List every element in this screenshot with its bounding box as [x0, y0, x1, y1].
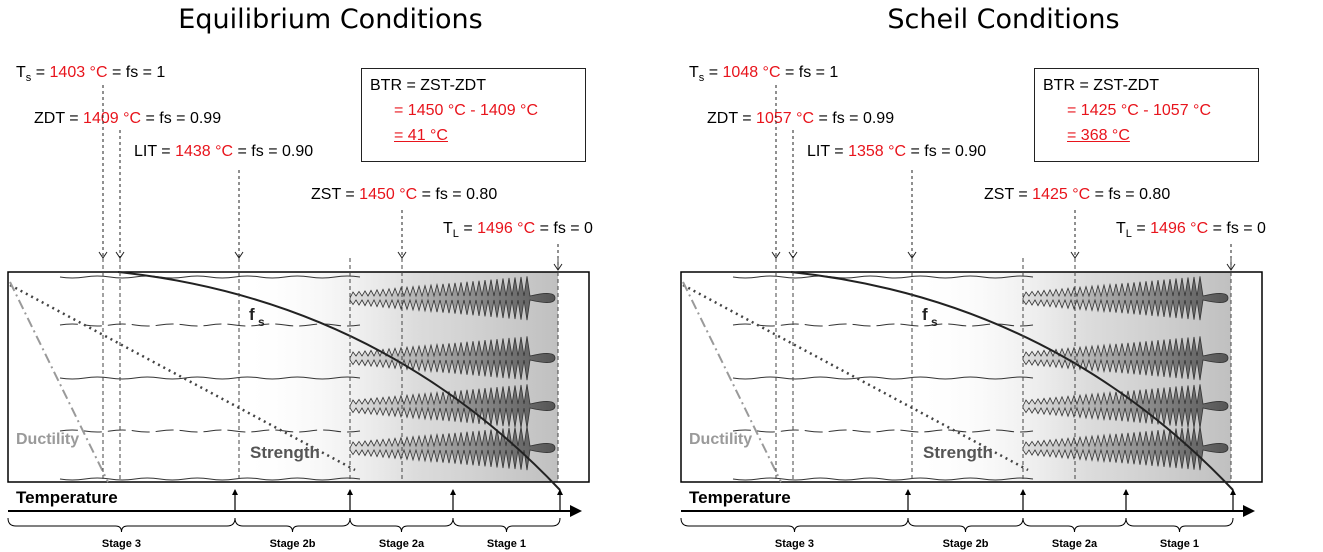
stage-tick-arrowhead — [1123, 489, 1129, 495]
dendrite — [1022, 276, 1229, 321]
stage-brace — [907, 517, 1024, 533]
btr-difference: = 1425 °C - 1057 °C — [1067, 102, 1211, 119]
ductility-label: Ductility — [16, 431, 79, 448]
temperature-axis-arrowhead — [570, 505, 582, 517]
btr-box: BTR = ZST-ZDT = 1450 °C - 1409 °C = 41 °… — [361, 68, 586, 162]
dendrite — [1022, 384, 1229, 429]
grain-boundary-line — [732, 323, 1034, 327]
panel-title: Equilibrium Conditions — [178, 4, 483, 35]
strength-label: Strength — [250, 443, 320, 462]
stage-brace — [234, 517, 351, 533]
stage-brace — [452, 517, 561, 533]
zdt-label: ZDT = 1409 °C = fs = 0.99 — [34, 110, 222, 127]
stage-tick-arrowhead — [905, 489, 911, 495]
stage-brace — [7, 517, 236, 533]
btr-formula: BTR = ZST-ZDT — [370, 77, 486, 94]
temperature-axis-arrowhead — [1243, 505, 1255, 517]
fs-curve — [790, 271, 1234, 491]
btr-formula: BTR = ZST-ZDT — [1043, 77, 1159, 94]
fs-curve-label: f — [249, 305, 255, 324]
grain-boundary-line — [732, 275, 1034, 279]
stage-label: Stage 2b — [943, 538, 989, 550]
stage-tick-arrowhead — [347, 489, 353, 495]
stage-label: Stage 3 — [102, 538, 141, 550]
temperature-label: Temperature — [689, 488, 791, 507]
stage-label: Stage 1 — [487, 538, 526, 550]
ductility-label: Ductility — [689, 431, 752, 448]
stage-label: Stage 3 — [775, 538, 814, 550]
grain-boundary-line — [59, 275, 361, 279]
btr-difference: = 1450 °C - 1409 °C — [394, 102, 538, 119]
dendrite — [1022, 336, 1229, 381]
specimen-box — [7, 271, 590, 483]
fs-curve-label: f — [922, 305, 928, 324]
grain-boundary-line — [59, 477, 361, 481]
bti-diagram: Stage 3 Stage 2b Stage 2a Stage 1 f s Ductilit… — [7, 85, 590, 550]
btr-result: = 41 °C — [394, 127, 448, 144]
dendrite — [349, 384, 556, 429]
temperature-label: Temperature — [16, 488, 118, 507]
lit-label: LIT = 1358 °C = fs = 0.90 — [807, 143, 987, 160]
grain-boundary-line — [732, 376, 1034, 380]
stage-label: Stage 2a — [379, 538, 425, 550]
ductility-line — [682, 281, 782, 483]
lit-label: LIT = 1438 °C = fs = 0.90 — [134, 143, 314, 160]
specimen-box — [680, 271, 1263, 483]
grain-boundary-line — [59, 323, 361, 327]
btr-result: = 368 °C — [1067, 127, 1130, 144]
fs-curve-label-sub: s — [931, 315, 938, 329]
stage-tick-arrowhead — [557, 489, 563, 495]
stage-brace — [1022, 517, 1127, 533]
bti-diagram: Stage 3 Stage 2b Stage 2a Stage 1 f s Ductilit… — [680, 85, 1263, 550]
grain-boundary-line — [732, 477, 1034, 481]
tl-marker-arrowhead — [553, 263, 563, 271]
tl-label: TL = 1496 °C = fs = 0 — [443, 220, 593, 241]
stage-tick-arrowhead — [450, 489, 456, 495]
tl-label: TL = 1496 °C = fs = 0 — [1116, 220, 1266, 241]
stage-tick-arrowhead — [1230, 489, 1236, 495]
grain-boundary-line — [732, 429, 1034, 433]
fs-curve-label-sub: s — [258, 315, 265, 329]
ts-label: Ts = 1403 °C = fs = 1 — [16, 64, 166, 85]
btr-box: BTR = ZST-ZDT = 1425 °C - 1057 °C = 368 … — [1034, 68, 1259, 162]
stage-tick-arrowhead — [1020, 489, 1026, 495]
strength-label: Strength — [923, 443, 993, 462]
panel-title: Scheil Conditions — [887, 4, 1120, 35]
stage-label: Stage 1 — [1160, 538, 1199, 550]
equilibrium-panel: Equilibrium Conditions Ts = 1403 °C = fs… — [0, 0, 661, 552]
fs-curve — [117, 271, 561, 491]
stage-brace — [349, 517, 454, 533]
stage-label: Stage 2b — [270, 538, 316, 550]
zst-label: ZST = 1450 °C = fs = 0.80 — [311, 186, 498, 203]
zdt-label: ZDT = 1057 °C = fs = 0.99 — [707, 110, 895, 127]
dendrite — [349, 276, 556, 321]
scheil-panel: Scheil Conditions Ts = 1048 °C = fs = 1 … — [673, 0, 1323, 552]
grain-boundary-line — [59, 429, 361, 433]
tl-marker-arrowhead — [1226, 263, 1236, 271]
ductility-line — [9, 281, 109, 483]
ts-label: Ts = 1048 °C = fs = 1 — [689, 64, 839, 85]
stage-brace — [1125, 517, 1234, 533]
grain-boundary-line — [59, 376, 361, 380]
stage-tick-arrowhead — [232, 489, 238, 495]
stage-label: Stage 2a — [1052, 538, 1098, 550]
zst-label: ZST = 1425 °C = fs = 0.80 — [984, 186, 1171, 203]
dendrite — [349, 336, 556, 381]
stage-brace — [680, 517, 909, 533]
